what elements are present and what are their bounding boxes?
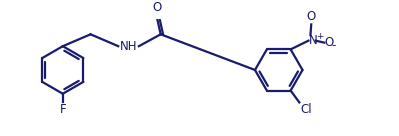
Text: NH: NH <box>120 40 137 53</box>
Text: Cl: Cl <box>300 103 312 116</box>
Text: O: O <box>306 10 316 23</box>
Text: N: N <box>308 34 317 47</box>
Text: O: O <box>152 1 161 15</box>
Text: F: F <box>59 103 66 116</box>
Text: O: O <box>324 36 334 49</box>
Text: -: - <box>331 39 336 52</box>
Text: +: + <box>316 32 323 41</box>
